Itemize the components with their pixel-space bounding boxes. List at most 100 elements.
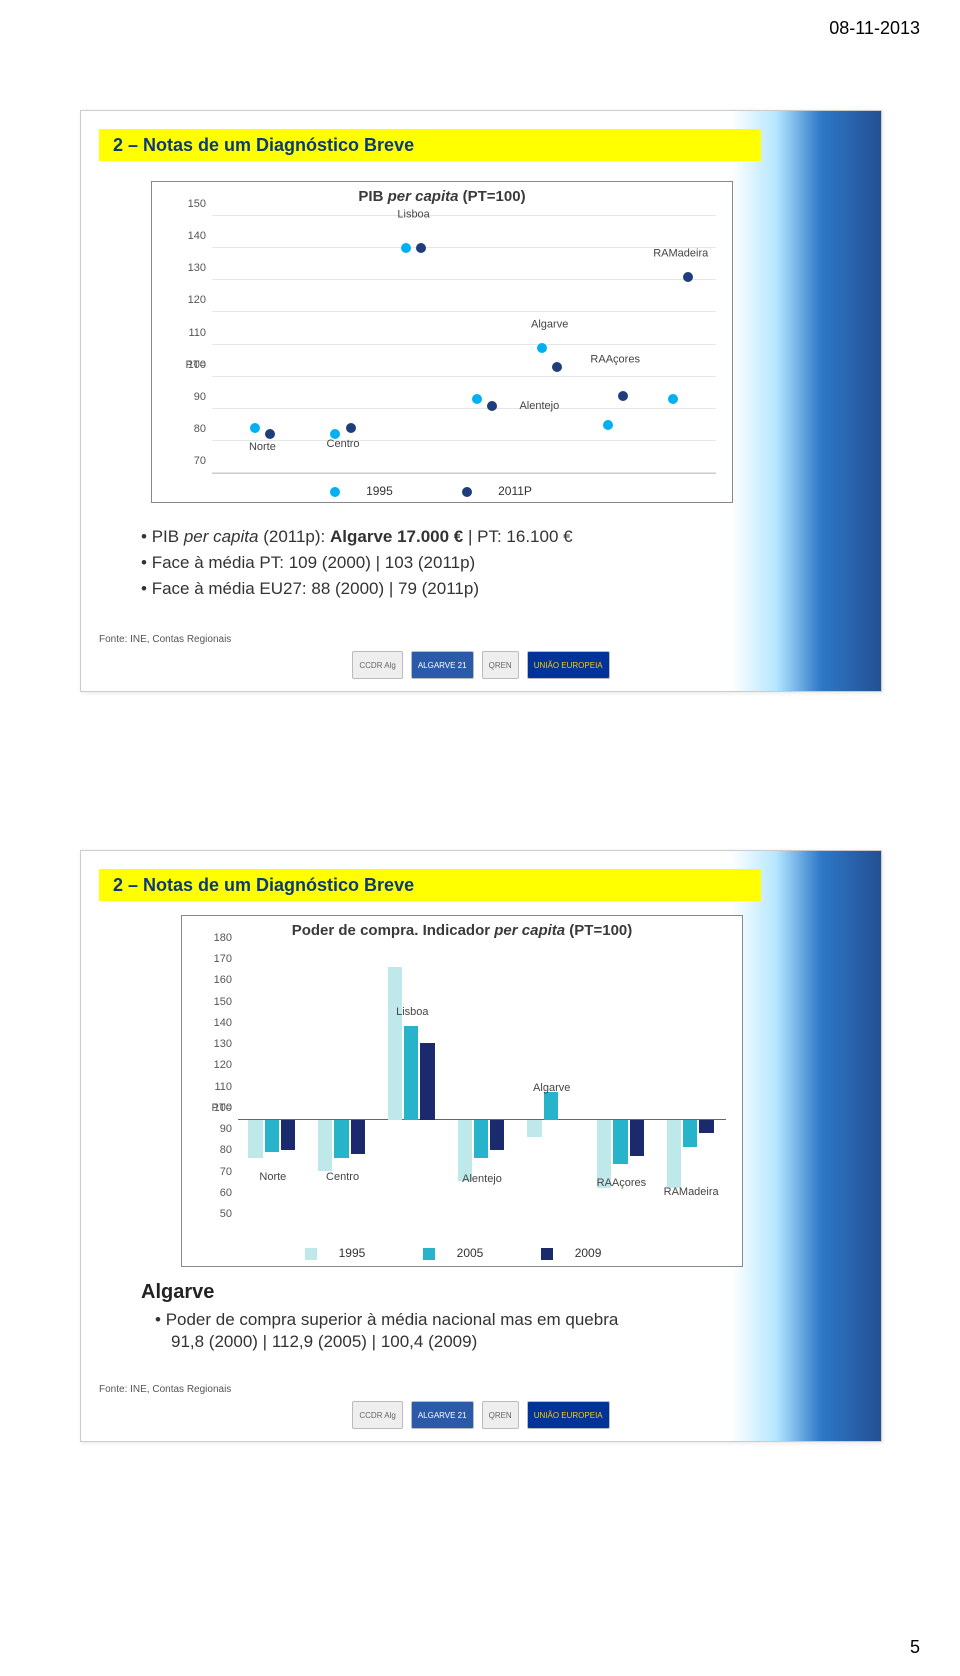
poder-legend: 1995 2005 2009 xyxy=(182,1246,742,1260)
slide-1: 2 – Notas de um Diagnóstico Breve PIB pe… xyxy=(80,110,882,692)
bar-label-ramadeira: RAMadeira xyxy=(664,1186,719,1198)
slide-1-title: 2 – Notas de um Diagnóstico Breve xyxy=(99,129,761,161)
slide-1-logos: CCDR Alg ALGARVE 21 QREN UNIÃO EUROPEIA xyxy=(221,647,741,683)
pib-legend: 1995 2011P xyxy=(152,484,732,498)
dot-1995-algarve xyxy=(537,343,547,353)
ytick2: 70 xyxy=(202,1166,232,1178)
ribbon-decoration xyxy=(731,111,881,691)
legend2-2009-text: 2009 xyxy=(575,1246,602,1260)
logo-algarve21: ALGARVE 21 xyxy=(411,651,474,679)
point-label-ramadeira: RAMadeira xyxy=(653,247,708,259)
poder-chart-title: Poder de compra. Indicador per capita (P… xyxy=(182,916,742,939)
point-label-algarve: Algarve xyxy=(531,318,568,330)
ytick: 110 xyxy=(176,327,206,339)
pib-chart: PIB per capita (PT=100) 708090100PT=1101… xyxy=(151,181,733,503)
bar-centro-2005 xyxy=(334,1120,348,1158)
dot-2011p-algarve xyxy=(552,362,562,372)
point-label-centro: Centro xyxy=(327,438,360,450)
ytick2: 170 xyxy=(202,953,232,965)
pib-plot-area: 708090100PT=110120130140150NorteCentroLi… xyxy=(212,216,716,474)
pib-title-post: (PT=100) xyxy=(458,188,525,205)
bar-label-norte: Norte xyxy=(259,1171,286,1183)
b1-tail: | PT: 16.100 € xyxy=(463,527,572,546)
poder-chart: Poder de compra. Indicador per capita (P… xyxy=(181,915,743,1267)
ytick: 90 xyxy=(176,391,206,403)
bar-norte-2005 xyxy=(265,1120,279,1152)
ytick: 140 xyxy=(176,230,206,242)
ytick2: 130 xyxy=(202,1038,232,1050)
ytick2: 140 xyxy=(202,1017,232,1029)
b1-post: (2011p): xyxy=(258,527,330,546)
point-label-norte: Norte xyxy=(249,441,276,453)
bullet-media-eu27: Face à média EU27: 88 (2000) | 79 (2011p… xyxy=(141,579,741,599)
ytick2: 180 xyxy=(202,932,232,944)
point-label-alentejo: Alentejo xyxy=(519,400,559,412)
ytick: 120 xyxy=(176,294,206,306)
ytick: 70 xyxy=(176,455,206,467)
bar-ramadeira-2005 xyxy=(683,1120,697,1148)
dot-2011p-ramadeira xyxy=(683,272,693,282)
slide-2-title: 2 – Notas de um Diagnóstico Breve xyxy=(99,869,761,901)
bar-algarve-1995 xyxy=(527,1120,541,1137)
gridline xyxy=(212,376,716,377)
gridline xyxy=(212,279,716,280)
gridline xyxy=(212,472,716,473)
pt-axis-label-2: PT= xyxy=(182,1102,232,1114)
logo-algarve21-2: ALGARVE 21 xyxy=(411,1401,474,1429)
logo-qren: QREN xyxy=(482,651,519,679)
bar-norte-1995 xyxy=(248,1120,262,1158)
b1-em: per capita xyxy=(184,527,259,546)
gridline xyxy=(212,247,716,248)
poder-title-post: (PT=100) xyxy=(565,922,632,939)
swatch-1995 xyxy=(330,487,340,497)
bar-lisboa-2009 xyxy=(420,1043,434,1119)
dot-1995-raaçores xyxy=(603,420,613,430)
bar-label-centro: Centro xyxy=(326,1171,359,1183)
legend-1995-text: 1995 xyxy=(366,484,393,498)
dot-2011p-centro xyxy=(346,423,356,433)
b1-pre: PIB xyxy=(152,527,184,546)
legend-2011p-text: 2011P xyxy=(498,484,532,498)
page-date: 08-11-2013 xyxy=(829,18,920,39)
page-number: 5 xyxy=(910,1637,920,1658)
logo-eu-2: UNIÃO EUROPEIA xyxy=(527,1401,610,1429)
swatch2-2009 xyxy=(541,1248,553,1260)
bar-lisboa-1995 xyxy=(388,967,402,1120)
dot-2011p-raaçores xyxy=(618,391,628,401)
dot-1995-norte xyxy=(250,423,260,433)
bar-label-alentejo: Alentejo xyxy=(462,1173,502,1185)
legend2-2005: 2005 xyxy=(423,1246,502,1260)
pib-chart-title: PIB per capita (PT=100) xyxy=(152,182,732,205)
subline-values: 91,8 (2000) | 112,9 (2005) | 100,4 (2009… xyxy=(171,1332,741,1352)
ribbon-decoration-2 xyxy=(731,851,881,1441)
swatch2-1995 xyxy=(305,1248,317,1260)
ytick2: 90 xyxy=(202,1123,232,1135)
poder-title-pre: Poder de compra. Indicador xyxy=(292,922,495,939)
bar-alentejo-2005 xyxy=(474,1120,488,1158)
ytick2: 80 xyxy=(202,1144,232,1156)
slide-1-source: Fonte: INE, Contas Regionais xyxy=(99,634,231,645)
slide-2: 2 – Notas de um Diagnóstico Breve Poder … xyxy=(80,850,882,1442)
headline-algarve: Algarve xyxy=(141,1281,741,1304)
bar-norte-2009 xyxy=(281,1120,295,1150)
ytick: 150 xyxy=(176,198,206,210)
slide-2-text: Algarve Poder de compra superior à média… xyxy=(141,1281,741,1352)
ytick2: 60 xyxy=(202,1187,232,1199)
bar-alentejo-2009 xyxy=(490,1120,504,1150)
poder-plot-area: 5060708090100PT=110120130140150160170180… xyxy=(238,950,726,1226)
page: 08-11-2013 5 2 – Notas de um Diagnóstico… xyxy=(0,0,960,1676)
ytick2: 160 xyxy=(202,974,232,986)
logo-ccdr: CCDR Alg xyxy=(352,651,402,679)
bar-lisboa-2005 xyxy=(404,1026,418,1119)
logo-ccdr-2: CCDR Alg xyxy=(352,1401,402,1429)
logo-eu: UNIÃO EUROPEIA xyxy=(527,651,610,679)
point-label-raaçores: RAAçores xyxy=(590,353,640,365)
swatch2-2005 xyxy=(423,1248,435,1260)
ytick2: 150 xyxy=(202,996,232,1008)
legend-1995: 1995 xyxy=(330,484,415,498)
legend2-2009: 2009 xyxy=(541,1246,620,1260)
poder-title-em: per capita xyxy=(494,922,565,939)
bar-label-algarve: Algarve xyxy=(533,1082,570,1094)
bar-alentejo-1995 xyxy=(458,1120,472,1182)
ytick2: 110 xyxy=(202,1081,232,1093)
